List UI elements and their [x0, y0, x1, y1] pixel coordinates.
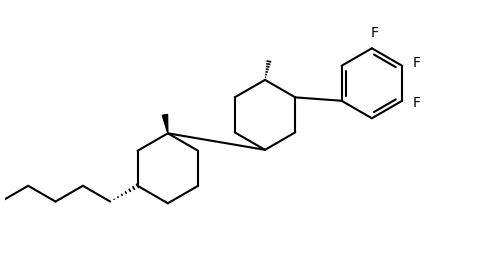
- Text: F: F: [413, 96, 421, 110]
- Text: F: F: [371, 26, 378, 40]
- Polygon shape: [162, 115, 168, 133]
- Text: F: F: [413, 56, 421, 70]
